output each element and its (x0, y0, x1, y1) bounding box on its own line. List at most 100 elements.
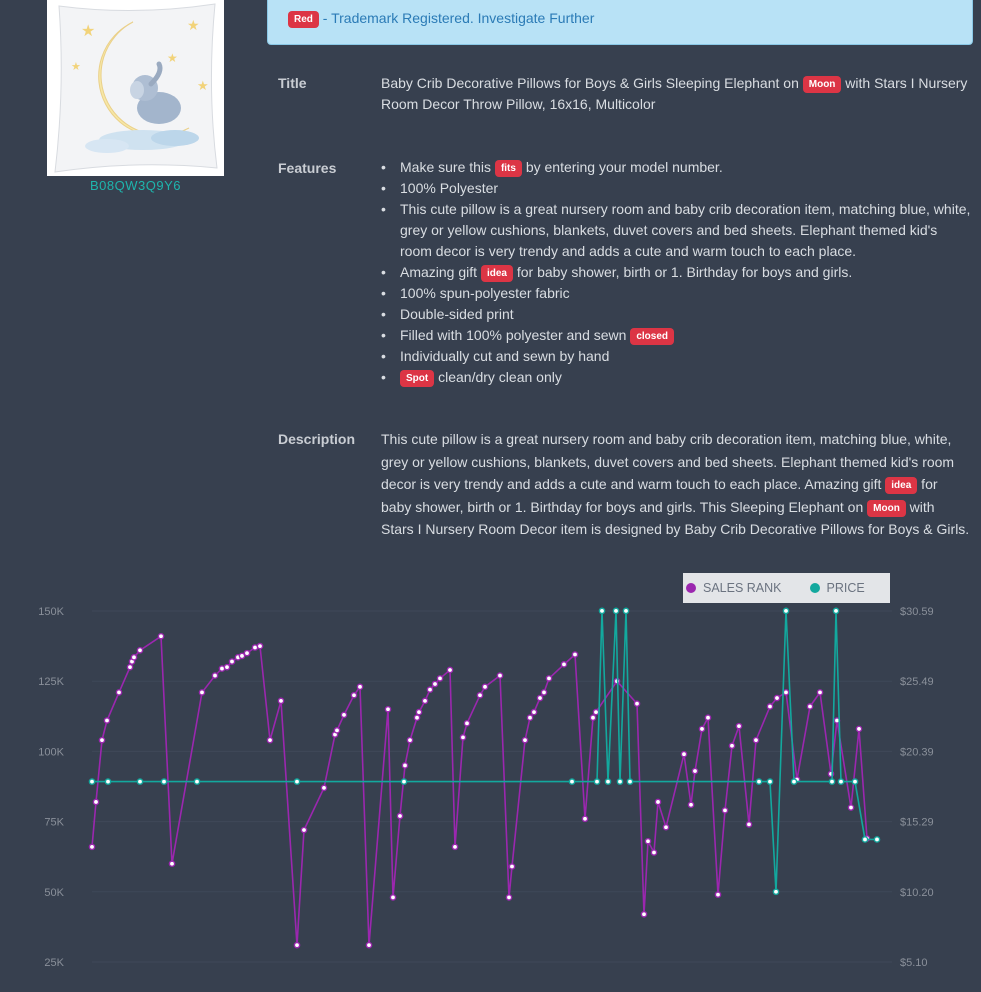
sales-rank-point[interactable] (540, 689, 548, 696)
price-point[interactable] (828, 778, 836, 785)
price-point[interactable] (604, 778, 612, 785)
price-point[interactable] (598, 607, 606, 615)
sales-rank-point[interactable] (459, 734, 467, 741)
sales-rank-point[interactable] (228, 658, 236, 665)
sales-rank-point[interactable] (88, 843, 96, 851)
price-point[interactable] (622, 607, 630, 615)
price-point[interactable] (626, 778, 634, 785)
sales-rank-point[interactable] (401, 762, 409, 769)
sales-rank-point[interactable] (752, 736, 760, 744)
sales-rank-point[interactable] (680, 750, 688, 758)
sales-rank-point[interactable] (421, 697, 429, 705)
sales-rank-point[interactable] (126, 663, 134, 671)
price-point[interactable] (568, 778, 576, 785)
sales-rank-point[interactable] (545, 675, 553, 682)
sales-rank-point[interactable] (436, 675, 444, 682)
price-point[interactable] (616, 778, 624, 785)
sales-rank-point[interactable] (536, 694, 544, 702)
sales-rank-point[interactable] (855, 725, 863, 733)
sales-rank-point[interactable] (505, 894, 513, 901)
sales-rank-point[interactable] (654, 798, 662, 806)
price-point[interactable] (293, 778, 301, 785)
sales-rank-point[interactable] (847, 804, 855, 811)
asin-link[interactable]: B08QW3Q9Y6 (90, 178, 181, 193)
sales-rank-point[interactable] (728, 742, 736, 750)
sales-rank-point[interactable] (293, 941, 301, 949)
sales-rank-point[interactable] (560, 661, 568, 668)
sales-rank-point[interactable] (806, 703, 814, 710)
sales-rank-point[interactable] (816, 689, 824, 696)
sales-rank-point[interactable] (481, 683, 489, 691)
sales-rank-point[interactable] (396, 812, 404, 820)
sales-rank-point[interactable] (463, 720, 471, 727)
sales-rank-point[interactable] (745, 821, 753, 828)
product-image[interactable]: ★ ★ ★ ★ ★ (47, 0, 224, 176)
sales-rank-point[interactable] (130, 654, 138, 661)
sales-rank-point[interactable] (508, 863, 516, 870)
sales-rank-point[interactable] (340, 711, 348, 719)
price-point[interactable] (832, 607, 840, 615)
price-point[interactable] (861, 836, 869, 843)
sales-rank-point[interactable] (782, 689, 790, 696)
sales-rank-point[interactable] (157, 632, 165, 640)
sales-rank-point[interactable] (406, 736, 414, 744)
sales-rank-point[interactable] (521, 736, 529, 744)
sales-rank-point[interactable] (766, 703, 774, 710)
sales-rank-point[interactable] (277, 697, 285, 705)
sales-rank-point[interactable] (691, 767, 699, 775)
price-point[interactable] (755, 778, 763, 785)
sales-rank-point[interactable] (98, 736, 106, 744)
sales-rank-point[interactable] (136, 647, 144, 654)
sales-rank-point[interactable] (333, 727, 341, 734)
sales-rank-point[interactable] (581, 815, 589, 823)
sales-rank-point[interactable] (496, 672, 504, 679)
price-point[interactable] (837, 778, 845, 785)
sales-rank-point[interactable] (662, 823, 670, 831)
sales-rank-point[interactable] (476, 691, 484, 699)
sales-rank-point[interactable] (451, 843, 459, 851)
sales-rank-point[interactable] (243, 649, 251, 657)
sales-rank-point[interactable] (300, 826, 308, 834)
sales-rank-point[interactable] (320, 784, 328, 792)
sales-rank-point[interactable] (650, 849, 658, 856)
price-point[interactable] (593, 778, 601, 785)
price-point[interactable] (782, 607, 790, 615)
sales-rank-point[interactable] (773, 694, 781, 702)
sales-rank-point[interactable] (571, 651, 579, 658)
sales-rank-point[interactable] (644, 837, 652, 845)
price-point[interactable] (766, 778, 774, 785)
price-point[interactable] (772, 888, 780, 896)
sales-rank-point[interactable] (698, 725, 706, 733)
sales-rank-point[interactable] (721, 807, 729, 814)
price-point[interactable] (400, 778, 408, 785)
sales-rank-point[interactable] (356, 683, 364, 691)
sales-rank-point[interactable] (426, 686, 434, 693)
sales-rank-point[interactable] (592, 708, 600, 716)
sales-rank-point[interactable] (168, 860, 176, 868)
price-point[interactable] (104, 778, 112, 785)
sales-rank-point[interactable] (92, 798, 100, 806)
sales-rank-point[interactable] (266, 736, 274, 744)
sales-rank-point[interactable] (350, 691, 358, 699)
sales-rank-point[interactable] (589, 714, 597, 722)
sales-rank-point[interactable] (256, 642, 264, 650)
sales-rank-point[interactable] (446, 666, 454, 674)
sales-rank-point[interactable] (526, 714, 534, 722)
sales-rank-point[interactable] (389, 894, 397, 901)
price-point[interactable] (790, 778, 798, 785)
sales-rank-point[interactable] (530, 708, 538, 716)
sales-rank-point[interactable] (103, 717, 111, 724)
sales-rank-point[interactable] (735, 722, 743, 730)
price-point[interactable] (612, 607, 620, 615)
price-point[interactable] (851, 778, 859, 785)
price-point[interactable] (160, 778, 168, 785)
sales-rank-point[interactable] (211, 672, 219, 679)
sales-rank-point[interactable] (687, 801, 695, 809)
sales-rank-point[interactable] (413, 714, 421, 722)
sales-rank-point[interactable] (704, 714, 712, 722)
price-point[interactable] (136, 778, 144, 785)
sales-rank-point[interactable] (640, 910, 648, 918)
legend-sales-rank[interactable]: SALES RANK (686, 581, 782, 595)
sales-rank-point[interactable] (415, 708, 423, 716)
sales-rank-point[interactable] (633, 700, 641, 707)
